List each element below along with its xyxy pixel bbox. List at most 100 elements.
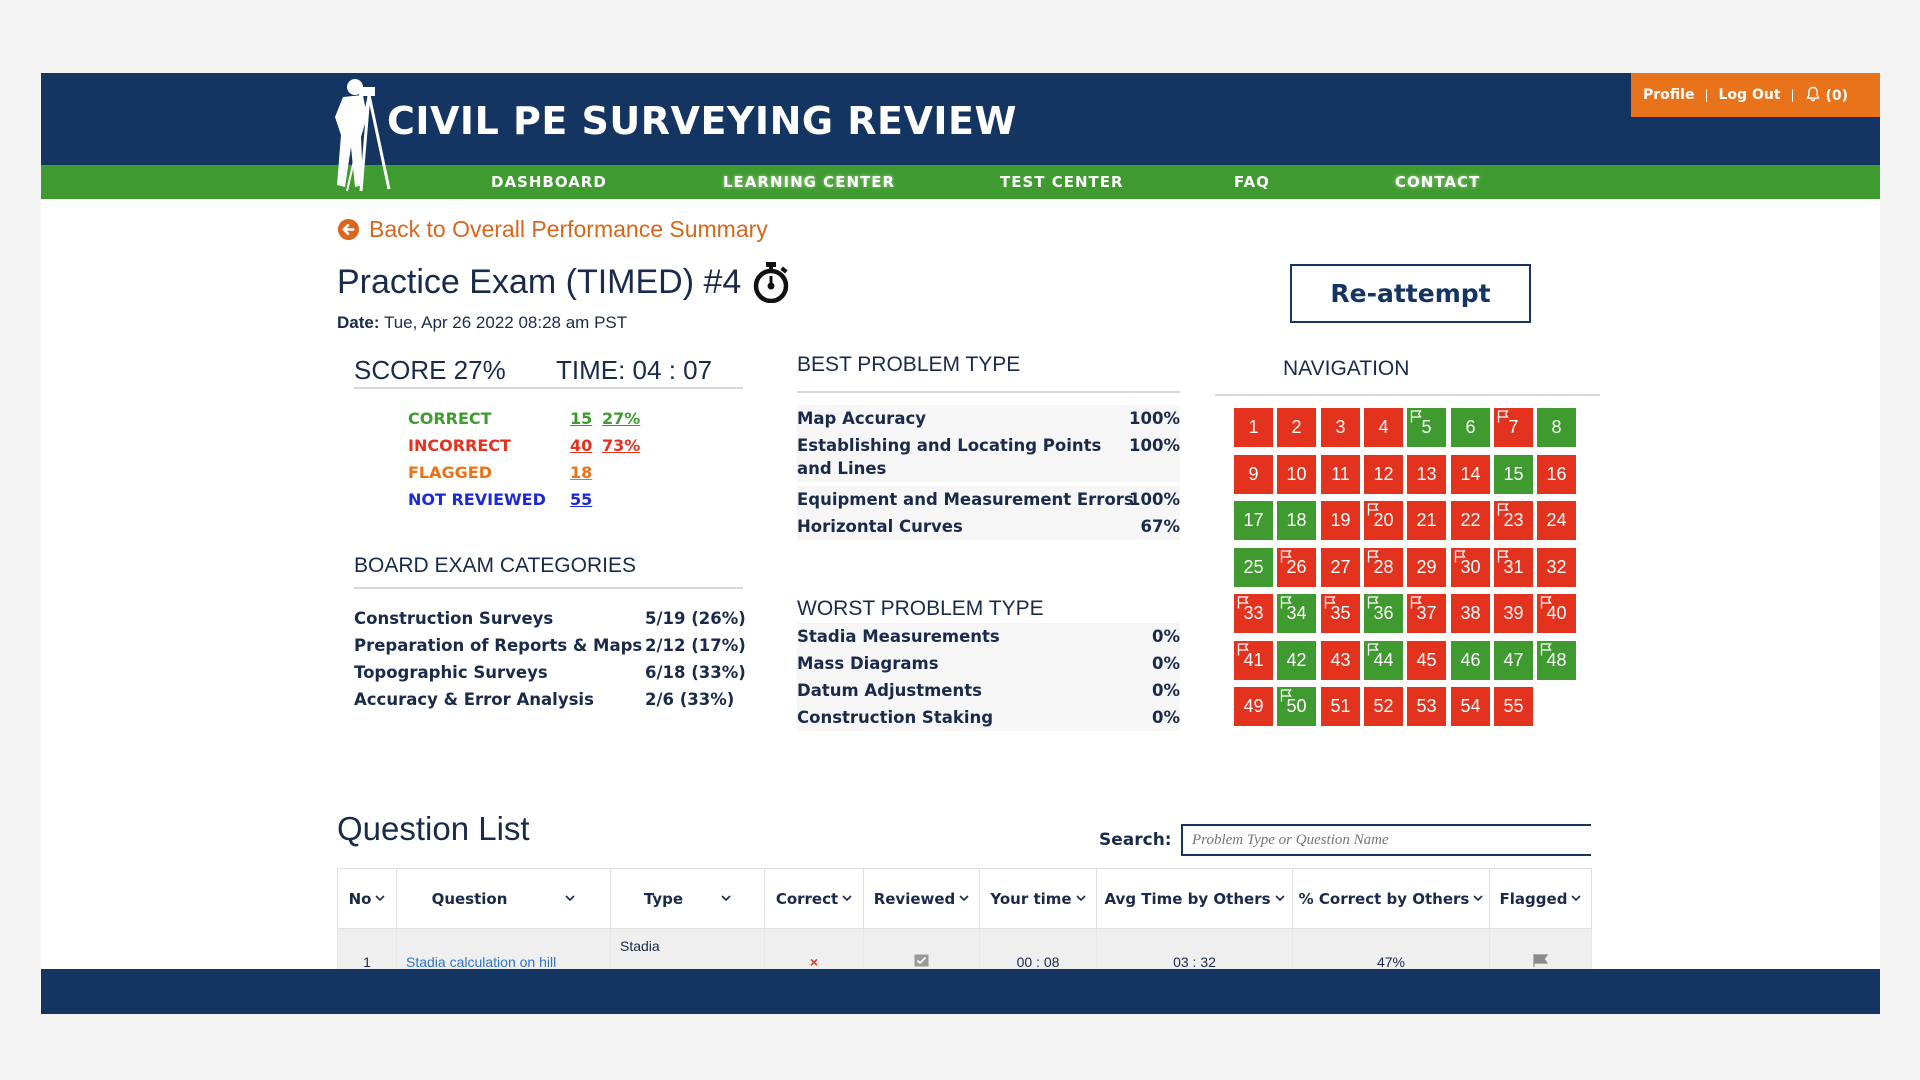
question-number: 45 bbox=[1416, 650, 1437, 670]
back-to-summary-link[interactable]: Back to Overall Performance Summary bbox=[337, 216, 768, 243]
column-header-your-time[interactable]: Your time bbox=[979, 868, 1097, 929]
question-nav-cell[interactable]: 45 bbox=[1407, 641, 1446, 680]
question-nav-cell[interactable]: 28 bbox=[1364, 548, 1403, 587]
flag-icon bbox=[1237, 596, 1249, 609]
stat-count-link[interactable]: 15 bbox=[570, 409, 593, 428]
column-header-no[interactable]: No bbox=[337, 868, 397, 929]
question-nav-cell[interactable]: 30 bbox=[1451, 548, 1490, 587]
question-nav-cell[interactable]: 53 bbox=[1407, 687, 1446, 726]
question-link[interactable]: Stadia calculation on hill bbox=[396, 928, 611, 973]
question-nav-cell[interactable]: 17 bbox=[1234, 501, 1273, 540]
question-nav-cell[interactable]: 46 bbox=[1451, 641, 1490, 680]
nav-faq[interactable]: FAQ bbox=[1234, 173, 1270, 191]
problem-type-name: Equipment and Measurement Errors bbox=[797, 490, 1134, 509]
question-nav-cell[interactable]: 21 bbox=[1407, 501, 1446, 540]
problem-type-value: 100% bbox=[1129, 409, 1180, 428]
question-nav-cell[interactable]: 24 bbox=[1537, 501, 1576, 540]
question-nav-cell[interactable]: 10 bbox=[1277, 455, 1316, 494]
question-number: 33 bbox=[1243, 603, 1264, 623]
question-nav-cell[interactable]: 32 bbox=[1537, 548, 1576, 587]
flag-icon bbox=[1367, 550, 1379, 563]
question-nav-cell[interactable]: 42 bbox=[1277, 641, 1316, 680]
question-nav-cell[interactable]: 8 bbox=[1537, 408, 1576, 447]
question-nav-cell[interactable]: 50 bbox=[1277, 687, 1316, 726]
flag-icon[interactable] bbox=[1532, 954, 1549, 967]
question-nav-cell[interactable]: 20 bbox=[1364, 501, 1403, 540]
question-nav-cell[interactable]: 47 bbox=[1494, 641, 1533, 680]
question-nav-cell[interactable]: 16 bbox=[1537, 455, 1576, 494]
category-name: Accuracy & Error Analysis bbox=[354, 690, 594, 709]
nav-test-center[interactable]: TEST CENTER bbox=[1000, 173, 1124, 191]
search-input[interactable] bbox=[1181, 824, 1591, 856]
question-nav-cell[interactable]: 13 bbox=[1407, 455, 1446, 494]
question-nav-cell[interactable]: 7 bbox=[1494, 408, 1533, 447]
question-nav-cell[interactable]: 23 bbox=[1494, 501, 1533, 540]
stat-count-link[interactable]: 40 bbox=[570, 436, 593, 455]
question-nav-cell[interactable]: 3 bbox=[1321, 408, 1360, 447]
question-nav-cell[interactable]: 48 bbox=[1537, 641, 1576, 680]
user-menu: Profile | Log Out | (0) bbox=[1631, 73, 1880, 117]
question-nav-cell[interactable]: 19 bbox=[1321, 501, 1360, 540]
category-name: Topographic Surveys bbox=[354, 663, 548, 682]
question-nav-cell[interactable]: 1 bbox=[1234, 408, 1273, 447]
question-nav-cell[interactable]: 43 bbox=[1321, 641, 1360, 680]
question-nav-cell[interactable]: 44 bbox=[1364, 641, 1403, 680]
question-nav-cell[interactable]: 52 bbox=[1364, 687, 1403, 726]
column-header-question[interactable]: Question bbox=[396, 868, 611, 929]
question-nav-cell[interactable]: 9 bbox=[1234, 455, 1273, 494]
question-nav-cell[interactable]: 40 bbox=[1537, 594, 1576, 633]
question-number: 54 bbox=[1460, 696, 1481, 716]
nav-contact[interactable]: CONTACT bbox=[1395, 173, 1481, 191]
column-header-pct-correct[interactable]: % Correct by Others bbox=[1292, 868, 1490, 929]
table-row[interactable]: 1 Stadia calculation on hill Stadia × 00… bbox=[337, 928, 1592, 973]
notifications-button[interactable]: (0) bbox=[1805, 86, 1848, 104]
logout-link[interactable]: Log Out bbox=[1718, 87, 1781, 103]
question-nav-cell[interactable]: 49 bbox=[1234, 687, 1273, 726]
question-nav-cell[interactable]: 5 bbox=[1407, 408, 1446, 447]
stat-percent-link[interactable]: 27% bbox=[602, 409, 641, 428]
stat-count-link[interactable]: 18 bbox=[570, 463, 593, 482]
reattempt-button[interactable]: Re-attempt bbox=[1290, 264, 1531, 323]
column-header-flagged[interactable]: Flagged bbox=[1489, 868, 1592, 929]
question-nav-cell[interactable]: 31 bbox=[1494, 548, 1533, 587]
site-title[interactable]: CIVIL PE SURVEYING REVIEW bbox=[387, 99, 1017, 143]
question-nav-cell[interactable]: 34 bbox=[1277, 594, 1316, 633]
nav-dashboard[interactable]: DASHBOARD bbox=[491, 173, 607, 191]
question-nav-cell[interactable]: 51 bbox=[1321, 687, 1360, 726]
question-nav-cell[interactable]: 6 bbox=[1451, 408, 1490, 447]
nav-learning-center[interactable]: LEARNING CENTER bbox=[723, 173, 896, 191]
question-nav-cell[interactable]: 4 bbox=[1364, 408, 1403, 447]
question-nav-cell[interactable]: 36 bbox=[1364, 594, 1403, 633]
column-header-type[interactable]: Type bbox=[610, 868, 765, 929]
question-nav-cell[interactable]: 54 bbox=[1451, 687, 1490, 726]
question-nav-cell[interactable]: 12 bbox=[1364, 455, 1403, 494]
question-nav-cell[interactable]: 11 bbox=[1321, 455, 1360, 494]
column-header-avg-time[interactable]: Avg Time by Others bbox=[1096, 868, 1293, 929]
question-nav-cell[interactable]: 26 bbox=[1277, 548, 1316, 587]
question-nav-cell[interactable]: 15 bbox=[1494, 455, 1533, 494]
question-nav-cell[interactable]: 29 bbox=[1407, 548, 1446, 587]
question-nav-cell[interactable]: 35 bbox=[1321, 594, 1360, 633]
question-nav-cell[interactable]: 2 bbox=[1277, 408, 1316, 447]
question-nav-cell[interactable]: 14 bbox=[1451, 455, 1490, 494]
question-nav-cell[interactable]: 18 bbox=[1277, 501, 1316, 540]
checkbox-icon[interactable] bbox=[914, 954, 929, 967]
question-nav-cell[interactable]: 25 bbox=[1234, 548, 1273, 587]
stat-percent-link[interactable]: 73% bbox=[602, 436, 641, 455]
question-nav-cell[interactable]: 55 bbox=[1494, 687, 1533, 726]
question-nav-cell[interactable]: 33 bbox=[1234, 594, 1273, 633]
worst-type-row: Stadia Measurements 0% bbox=[797, 623, 1180, 650]
chevron-down-icon bbox=[721, 894, 731, 901]
site-header: CIVIL PE SURVEYING REVIEW Profile | Log … bbox=[41, 73, 1880, 192]
profile-link[interactable]: Profile bbox=[1643, 87, 1695, 103]
cell-type: Stadia bbox=[610, 928, 765, 973]
question-nav-cell[interactable]: 37 bbox=[1407, 594, 1446, 633]
question-nav-cell[interactable]: 22 bbox=[1451, 501, 1490, 540]
stat-count-link[interactable]: 55 bbox=[570, 490, 593, 509]
column-header-reviewed[interactable]: Reviewed bbox=[863, 868, 980, 929]
question-nav-cell[interactable]: 39 bbox=[1494, 594, 1533, 633]
column-header-correct[interactable]: Correct bbox=[764, 868, 864, 929]
question-nav-cell[interactable]: 38 bbox=[1451, 594, 1490, 633]
question-nav-cell[interactable]: 27 bbox=[1321, 548, 1360, 587]
question-nav-cell[interactable]: 41 bbox=[1234, 641, 1273, 680]
